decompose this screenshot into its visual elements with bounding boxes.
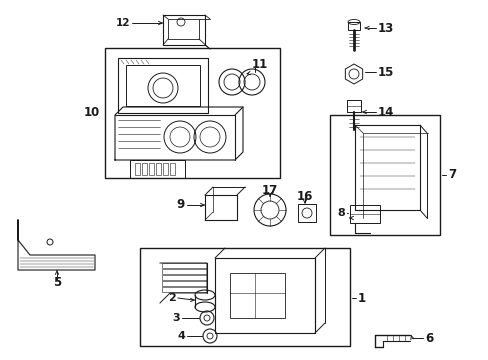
Bar — [156, 163, 161, 175]
Bar — [149, 163, 154, 175]
Bar — [162, 269, 206, 274]
Polygon shape — [18, 220, 95, 270]
Text: 10: 10 — [83, 107, 100, 120]
Text: 8: 8 — [337, 208, 345, 218]
Bar — [162, 287, 206, 292]
Text: 11: 11 — [251, 58, 268, 71]
Bar — [126, 65, 200, 106]
Text: 4: 4 — [177, 331, 184, 341]
Bar — [170, 163, 175, 175]
Bar — [229, 273, 285, 318]
Bar — [329, 115, 439, 235]
Text: 16: 16 — [296, 189, 312, 202]
Text: 1: 1 — [357, 292, 366, 305]
Text: 9: 9 — [176, 198, 184, 211]
Text: 2: 2 — [168, 293, 176, 303]
Text: 3: 3 — [172, 313, 180, 323]
Bar — [130, 160, 184, 178]
Text: 13: 13 — [377, 22, 393, 35]
Text: 6: 6 — [424, 332, 432, 345]
Bar — [168, 19, 199, 39]
Bar — [135, 163, 140, 175]
Bar — [215, 258, 314, 333]
Bar — [163, 163, 168, 175]
Bar — [105, 48, 280, 178]
Text: 17: 17 — [262, 184, 278, 197]
Bar — [162, 275, 206, 280]
Bar — [347, 22, 359, 30]
Bar — [163, 15, 204, 45]
Text: 12: 12 — [115, 18, 130, 28]
Bar — [346, 100, 360, 112]
Bar — [140, 248, 349, 346]
Bar — [142, 163, 147, 175]
Bar — [118, 58, 207, 113]
Text: 14: 14 — [377, 105, 393, 118]
Text: 7: 7 — [447, 168, 455, 181]
Bar — [162, 263, 206, 268]
Bar — [162, 281, 206, 286]
Bar — [297, 204, 315, 222]
Bar — [349, 205, 379, 223]
Text: 15: 15 — [377, 66, 393, 78]
Text: 5: 5 — [53, 275, 61, 288]
